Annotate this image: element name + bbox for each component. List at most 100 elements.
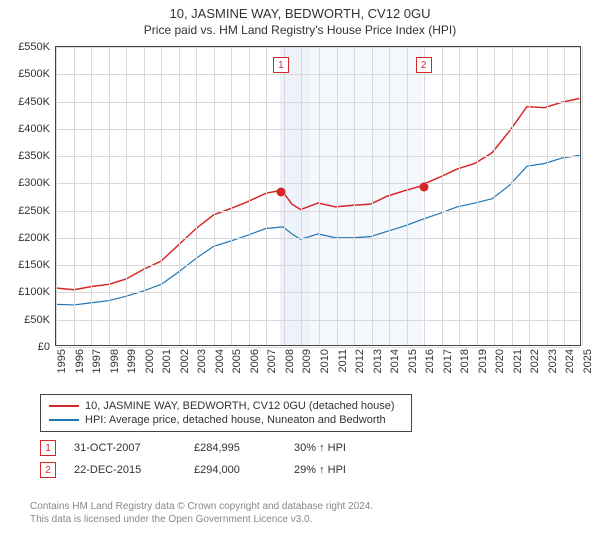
y-tick-label: £250K	[18, 205, 50, 217]
x-tick-label: 1995	[56, 349, 68, 373]
sale-delta: 29% ↑ HPI	[294, 464, 346, 476]
gridline-vertical	[407, 47, 408, 345]
legend-label: 10, JASMINE WAY, BEDWORTH, CV12 0GU (det…	[85, 400, 395, 412]
legend-label: HPI: Average price, detached house, Nune…	[85, 414, 386, 426]
gridline-vertical	[372, 47, 373, 345]
sale-marker-label: 1	[273, 57, 289, 73]
y-tick-label: £350K	[18, 150, 50, 162]
y-tick-label: £500K	[18, 68, 50, 80]
sale-price: £294,000	[194, 464, 294, 476]
x-tick-label: 2017	[442, 349, 454, 373]
gridline-vertical	[547, 47, 548, 345]
x-tick-label: 2008	[284, 349, 296, 373]
gridline-vertical	[459, 47, 460, 345]
gridline-vertical	[214, 47, 215, 345]
y-tick-label: £50K	[24, 314, 50, 326]
gridline-vertical	[74, 47, 75, 345]
gridline-vertical	[512, 47, 513, 345]
x-tick-label: 1998	[109, 349, 121, 373]
plot-svg	[56, 47, 580, 345]
x-tick-label: 2005	[231, 349, 243, 373]
x-tick-label: 2000	[144, 349, 156, 373]
x-tick-label: 1996	[74, 349, 86, 373]
x-tick-label: 2020	[494, 349, 506, 373]
x-tick-label: 2015	[407, 349, 419, 373]
sale-date: 31-OCT-2007	[74, 442, 194, 454]
legend: 10, JASMINE WAY, BEDWORTH, CV12 0GU (det…	[40, 394, 412, 432]
gridline-vertical	[196, 47, 197, 345]
gridline-horizontal	[56, 74, 580, 75]
gridline-vertical	[564, 47, 565, 345]
sale-delta: 30% ↑ HPI	[294, 442, 346, 454]
gridline-horizontal	[56, 238, 580, 239]
legend-swatch	[49, 405, 79, 407]
y-tick-label: £400K	[18, 123, 50, 135]
sale-marker-dot	[419, 182, 428, 191]
x-tick-label: 2023	[547, 349, 559, 373]
footer-attribution: Contains HM Land Registry data © Crown c…	[30, 500, 588, 526]
gridline-vertical	[126, 47, 127, 345]
x-tick-label: 1999	[126, 349, 138, 373]
legend-item: 10, JASMINE WAY, BEDWORTH, CV12 0GU (det…	[49, 399, 403, 413]
y-tick-label: £100K	[18, 286, 50, 298]
x-tick-label: 2024	[564, 349, 576, 373]
x-tick-label: 2012	[354, 349, 366, 373]
x-tick-label: 2007	[266, 349, 278, 373]
chart-container: { "title": "10, JASMINE WAY, BEDWORTH, C…	[0, 0, 600, 560]
gridline-horizontal	[56, 129, 580, 130]
sale-date: 22-DEC-2015	[74, 464, 194, 476]
sale-row-marker: 2	[40, 462, 56, 478]
gridline-vertical	[337, 47, 338, 345]
gridline-vertical	[301, 47, 302, 345]
gridline-horizontal	[56, 47, 580, 48]
chart-subtitle: Price paid vs. HM Land Registry's House …	[0, 21, 600, 41]
x-tick-label: 2021	[512, 349, 524, 373]
gridline-horizontal	[56, 292, 580, 293]
gridline-horizontal	[56, 183, 580, 184]
x-tick-label: 2011	[337, 349, 349, 373]
gridline-vertical	[477, 47, 478, 345]
sale-price: £284,995	[194, 442, 294, 454]
gridline-vertical	[179, 47, 180, 345]
series-line-price_paid	[57, 98, 579, 289]
x-tick-label: 2025	[582, 349, 594, 373]
footer-line-2: This data is licensed under the Open Gov…	[30, 513, 588, 526]
gridline-vertical	[494, 47, 495, 345]
gridline-vertical	[91, 47, 92, 345]
x-tick-label: 2002	[179, 349, 191, 373]
gridline-vertical	[424, 47, 425, 345]
x-tick-label: 2004	[214, 349, 226, 373]
gridline-vertical	[144, 47, 145, 345]
sale-marker-dot	[276, 187, 285, 196]
x-tick-label: 2019	[477, 349, 489, 373]
gridline-horizontal	[56, 320, 580, 321]
gridline-horizontal	[56, 265, 580, 266]
sale-row-marker: 1	[40, 440, 56, 456]
x-tick-label: 2003	[196, 349, 208, 373]
x-tick-label: 2014	[389, 349, 401, 373]
gridline-vertical	[442, 47, 443, 345]
x-tick-label: 2010	[319, 349, 331, 373]
sale-row: 2 22-DEC-2015£294,00029% ↑ HPI	[40, 462, 346, 478]
x-tick-label: 2013	[372, 349, 384, 373]
y-tick-label: £450K	[18, 96, 50, 108]
plot-area: £0£50K£100K£150K£200K£250K£300K£350K£400…	[55, 46, 581, 346]
y-tick-label: £150K	[18, 259, 50, 271]
gridline-horizontal	[56, 102, 580, 103]
gridline-vertical	[582, 47, 583, 345]
gridline-vertical	[231, 47, 232, 345]
x-tick-label: 2018	[459, 349, 471, 373]
gridline-vertical	[389, 47, 390, 345]
y-tick-label: £200K	[18, 232, 50, 244]
y-tick-label: £550K	[18, 41, 50, 53]
x-tick-label: 2009	[301, 349, 313, 373]
sales-block: 1 31-OCT-2007£284,99530% ↑ HPI 2 22-DEC-201…	[40, 440, 346, 484]
gridline-vertical	[109, 47, 110, 345]
sale-marker-label: 2	[416, 57, 432, 73]
legend-swatch	[49, 419, 79, 421]
footer-line-1: Contains HM Land Registry data © Crown c…	[30, 500, 588, 513]
gridline-vertical	[249, 47, 250, 345]
legend-item: HPI: Average price, detached house, Nune…	[49, 413, 403, 427]
gridline-vertical	[354, 47, 355, 345]
x-tick-label: 1997	[91, 349, 103, 373]
